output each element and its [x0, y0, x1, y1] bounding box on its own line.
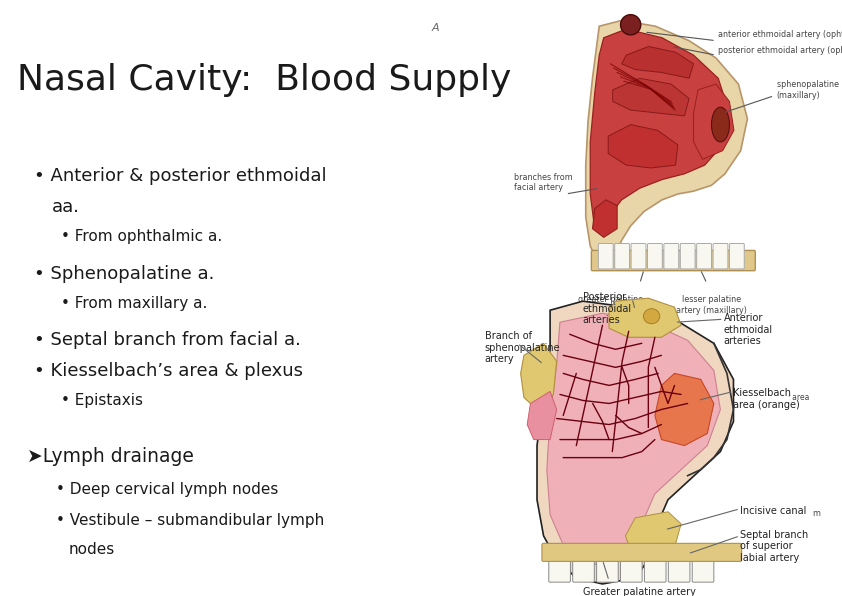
FancyBboxPatch shape — [615, 244, 630, 269]
Polygon shape — [608, 125, 678, 168]
Polygon shape — [586, 20, 748, 263]
FancyBboxPatch shape — [644, 555, 666, 582]
FancyBboxPatch shape — [621, 555, 642, 582]
Text: Incisive canal: Incisive canal — [740, 506, 807, 516]
Text: • Septal branch from facial a.: • Septal branch from facial a. — [34, 331, 301, 349]
Polygon shape — [593, 200, 617, 237]
FancyBboxPatch shape — [729, 244, 744, 269]
Text: • Kiesselbach’s area & plexus: • Kiesselbach’s area & plexus — [34, 362, 302, 380]
Polygon shape — [546, 313, 721, 566]
Text: • Anterior & posterior ethmoidal: • Anterior & posterior ethmoidal — [34, 167, 327, 185]
Polygon shape — [626, 512, 681, 560]
Polygon shape — [590, 29, 729, 232]
FancyBboxPatch shape — [680, 244, 695, 269]
Polygon shape — [621, 46, 694, 78]
Text: • Deep cervical lymph nodes: • Deep cervical lymph nodes — [56, 482, 279, 496]
Polygon shape — [609, 298, 681, 337]
Text: Branch of
sphenopalatine
artery: Branch of sphenopalatine artery — [485, 331, 560, 365]
FancyBboxPatch shape — [549, 555, 570, 582]
Text: nodes: nodes — [69, 542, 115, 557]
FancyBboxPatch shape — [663, 244, 679, 269]
FancyBboxPatch shape — [669, 555, 690, 582]
FancyBboxPatch shape — [647, 244, 663, 269]
Text: Kiesselbach
area (orange): Kiesselbach area (orange) — [733, 389, 800, 410]
Text: Septal branch
of superior
labial artery: Septal branch of superior labial artery — [740, 530, 808, 563]
Text: • Epistaxis: • Epistaxis — [61, 393, 142, 408]
Text: • From maxillary a.: • From maxillary a. — [61, 296, 207, 311]
FancyBboxPatch shape — [573, 555, 594, 582]
Ellipse shape — [643, 309, 660, 324]
Ellipse shape — [621, 15, 641, 35]
Text: m: m — [812, 509, 820, 518]
Ellipse shape — [711, 107, 729, 142]
Polygon shape — [655, 373, 714, 446]
FancyBboxPatch shape — [599, 244, 613, 269]
Text: lesser palatine
artery (maxillary): lesser palatine artery (maxillary) — [676, 295, 747, 315]
Text: Greater palatine artery: Greater palatine artery — [583, 587, 695, 596]
Text: ⁱ area: ⁱ area — [786, 393, 809, 402]
FancyBboxPatch shape — [632, 244, 646, 269]
Text: • Vestibule – submandibular lymph: • Vestibule – submandibular lymph — [56, 513, 325, 527]
Polygon shape — [537, 301, 733, 584]
Polygon shape — [613, 78, 689, 116]
Polygon shape — [520, 343, 557, 409]
Text: A: A — [432, 23, 440, 33]
Polygon shape — [527, 392, 557, 440]
Text: anterior ethmoidal artery (ophthalmic): anterior ethmoidal artery (ophthalmic) — [718, 30, 842, 39]
Text: • Sphenopalatine a.: • Sphenopalatine a. — [34, 265, 214, 283]
Text: posterior ethmoidal artery (ophthalmic): posterior ethmoidal artery (ophthalmic) — [718, 46, 842, 55]
FancyBboxPatch shape — [542, 544, 742, 561]
Text: aa.: aa. — [52, 198, 80, 216]
FancyBboxPatch shape — [591, 250, 755, 271]
Text: ➤Lymph drainage: ➤Lymph drainage — [27, 447, 194, 466]
FancyBboxPatch shape — [692, 555, 714, 582]
FancyBboxPatch shape — [713, 244, 727, 269]
Text: Posterior
ethmoidal
arteries: Posterior ethmoidal arteries — [583, 292, 632, 325]
Text: branches from
facial artery: branches from facial artery — [514, 173, 573, 192]
FancyBboxPatch shape — [597, 555, 618, 582]
Text: sphenopalatine artery
(maxillary): sphenopalatine artery (maxillary) — [776, 80, 842, 100]
FancyBboxPatch shape — [696, 244, 711, 269]
Text: • From ophthalmic a.: • From ophthalmic a. — [61, 229, 222, 244]
Text: greater palatine
artery (maxillary): greater palatine artery (maxillary) — [575, 295, 646, 315]
Text: Anterior
ethmoidal
arteries: Anterior ethmoidal arteries — [723, 313, 773, 346]
Text: Nasal Cavity:  Blood Supply: Nasal Cavity: Blood Supply — [17, 63, 511, 97]
Polygon shape — [694, 84, 734, 159]
